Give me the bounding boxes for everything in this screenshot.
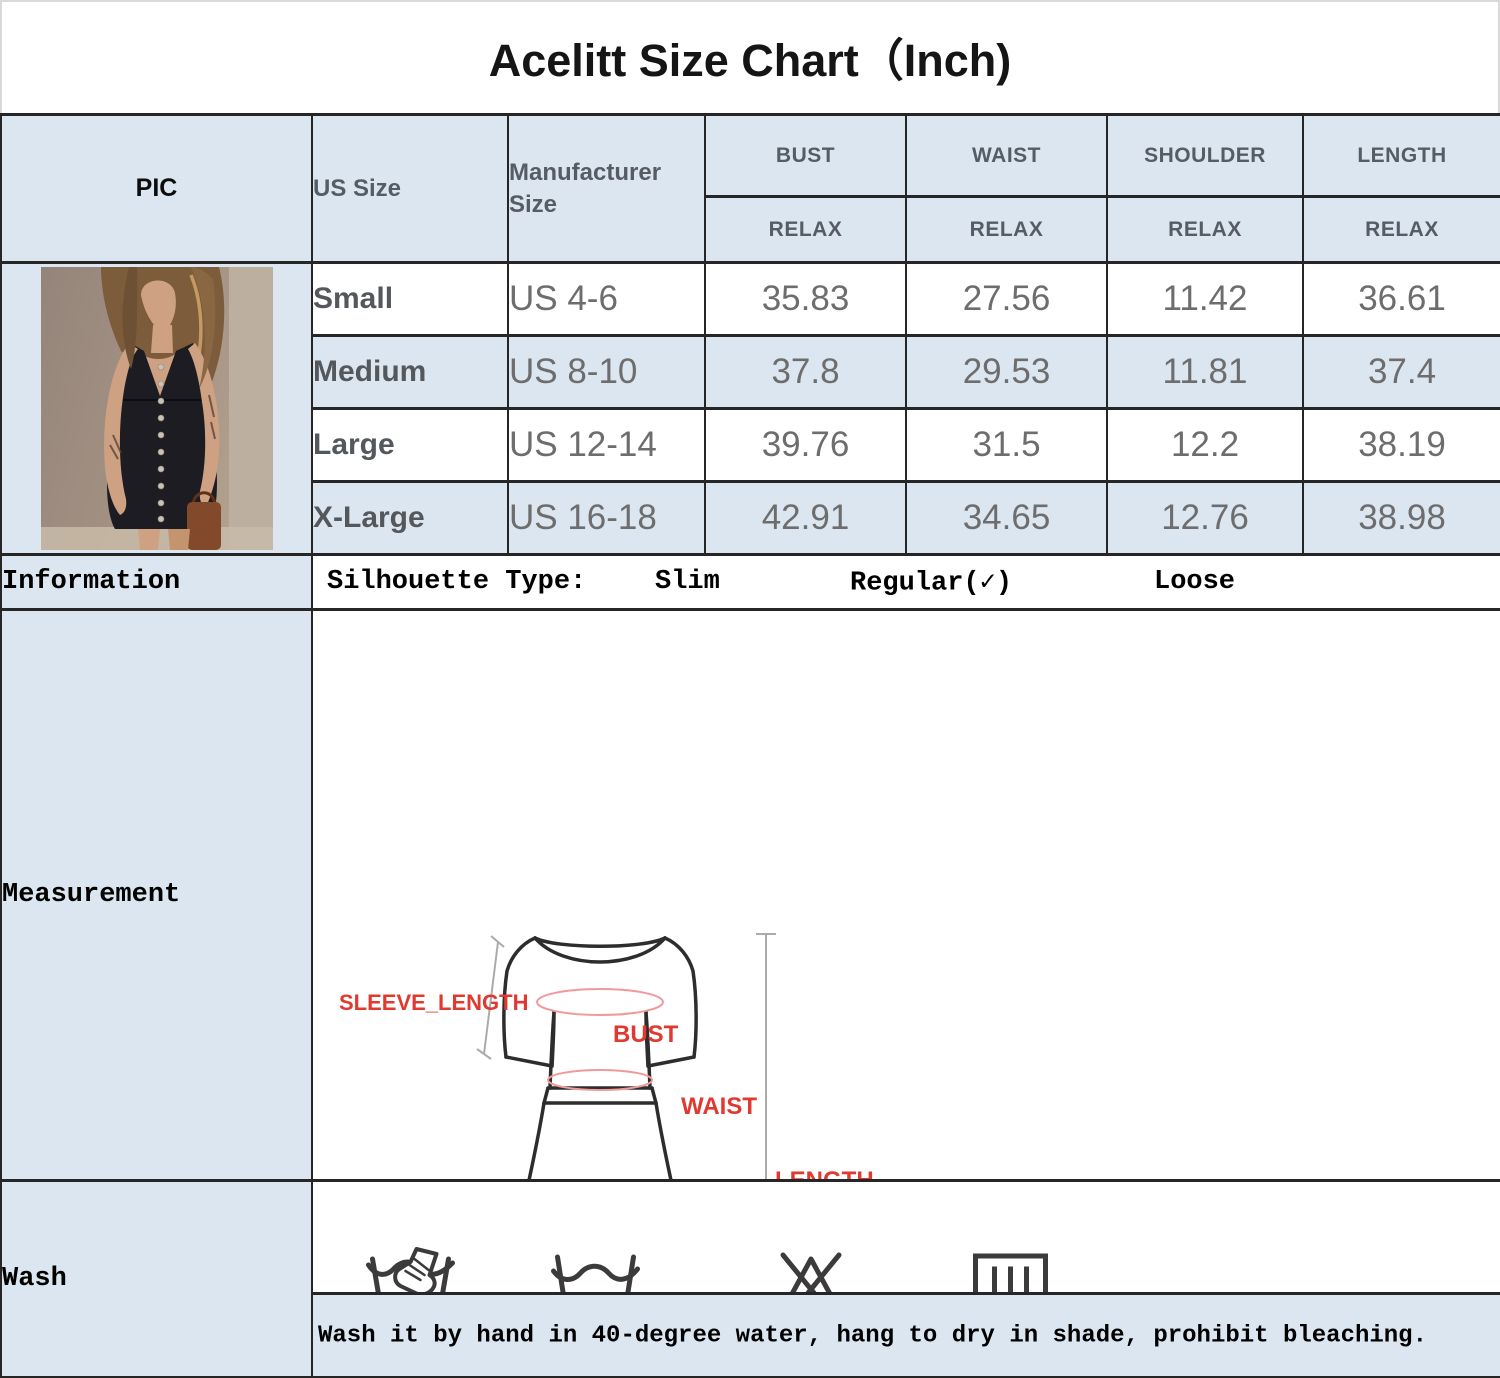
hand-wash-icon: [366, 1247, 455, 1291]
waist-value-cell: 27.56: [905, 261, 1108, 337]
length-label: LENGTH: [775, 1167, 874, 1181]
information-row: Information Silhouette Type: Slim Regula…: [0, 553, 1500, 611]
shoulder-value-cell: 11.81: [1106, 334, 1304, 410]
drip-dry-icon: [973, 1253, 1048, 1291]
us-size-cell: US 16-18: [507, 480, 706, 556]
length-value-cell: 38.19: [1302, 407, 1500, 483]
dress-outline-diagram: [476, 933, 776, 1178]
col-header-shoulder: SHOULDER: [1106, 113, 1304, 198]
size-chart-table: PIC US Size Manufacturer Size BUST WAIST…: [0, 113, 1500, 1378]
subheader-relax-shoulder: RELAX: [1106, 195, 1304, 264]
page-title: Acelitt Size Chart（Inch): [488, 35, 1012, 86]
waist-value-cell: 34.65: [905, 480, 1108, 556]
do-not-bleach-icon: [780, 1252, 842, 1291]
waist-label: WAIST: [681, 1093, 757, 1120]
wash-instructions-cell: Wash it by hand in 40-degree water, hang…: [311, 1292, 1500, 1378]
wash-text-row: Wash it by hand in 40-degree water, hang…: [1, 1292, 1500, 1378]
wash-icons-row: Wash: [0, 1179, 1500, 1378]
bust-label: BUST: [613, 1021, 679, 1048]
waist-value-cell: 31.5: [905, 407, 1108, 483]
table-row-large: Large US 12-14 39.76 31.5 12.2 38.19: [1, 407, 1500, 483]
shoulder-value-cell: 11.42: [1106, 261, 1304, 337]
col-header-length: LENGTH: [1302, 113, 1500, 198]
length-value-cell: 37.4: [1302, 334, 1500, 410]
shoulder-value-cell: 12.2: [1106, 407, 1304, 483]
subheader-row: RELAX RELAX RELAX RELAX: [1, 195, 1500, 264]
col-header-us-size: US Size: [311, 113, 509, 264]
measurement-diagram-cell: SLEEVE_LENGTH BUST WAIST LENGTH: [311, 608, 1500, 1182]
size-name-cell: Large: [311, 407, 509, 483]
size-name-cell: Small: [311, 261, 509, 337]
us-size-cell: US 12-14: [507, 407, 706, 483]
size-name-cell: Medium: [311, 334, 509, 410]
wash-40-icon: 40: [551, 1254, 640, 1291]
col-header-bust: BUST: [704, 113, 907, 198]
waist-value-cell: 29.53: [905, 334, 1108, 410]
measurement-label: Measurement: [0, 608, 313, 1182]
subheader-relax-waist: RELAX: [905, 195, 1108, 264]
us-size-cell: US 8-10: [507, 334, 706, 410]
silhouette-type-label: Silhouette Type:: [327, 567, 587, 597]
bust-value-cell: 39.76: [704, 407, 907, 483]
col-header-manufacturer-size: Manufacturer Size: [507, 113, 706, 264]
wash-label: Wash: [0, 1179, 313, 1378]
bust-value-cell: 35.83: [704, 261, 907, 337]
wash-instructions: Wash it by hand in 40-degree water, hang…: [318, 1322, 1427, 1349]
us-size-cell: US 4-6: [507, 261, 706, 337]
silhouette-option-loose: Loose: [1154, 567, 1236, 597]
shoulder-value-cell: 12.76: [1106, 480, 1304, 556]
product-photo-cell: [0, 261, 313, 556]
bust-value-cell: 37.8: [704, 334, 907, 410]
length-value-cell: 36.61: [1302, 261, 1500, 337]
product-photo: [40, 267, 273, 550]
table-row-small: Small US 4-6 35.83 27.56 11.42 36.61: [0, 261, 1500, 556]
subheader-relax-length: RELAX: [1302, 195, 1500, 264]
sleeve-length-label: SLEEVE_LENGTH: [339, 990, 529, 1015]
measurement-row: Measurement: [0, 608, 1500, 1182]
silhouette-option-slim: Slim: [655, 567, 720, 597]
table-row-xlarge: X-Large US 16-18 42.91 34.65 12.76 38.98: [1, 480, 1500, 556]
information-label: Information: [0, 553, 313, 611]
col-header-pic: PIC: [0, 113, 313, 264]
length-value-cell: 38.98: [1302, 480, 1500, 556]
silhouette-option-regular-checked: Regular(✓): [850, 568, 1013, 599]
subheader-relax-bust: RELAX: [704, 195, 907, 264]
table-row-medium: Medium US 8-10 37.8 29.53 11.81 37.4: [1, 334, 1500, 410]
header-row: PIC US Size Manufacturer Size BUST WAIST…: [0, 113, 1500, 264]
information-content-cell: Silhouette Type: Slim Regular(✓) Loose: [311, 553, 1500, 611]
size-name-cell: X-Large: [311, 480, 509, 556]
title-bar: Acelitt Size Chart（Inch): [0, 0, 1500, 113]
bust-value-cell: 42.91: [704, 480, 907, 556]
col-header-waist: WAIST: [905, 113, 1108, 198]
wash-icons-cell: 40: [311, 1179, 1500, 1295]
